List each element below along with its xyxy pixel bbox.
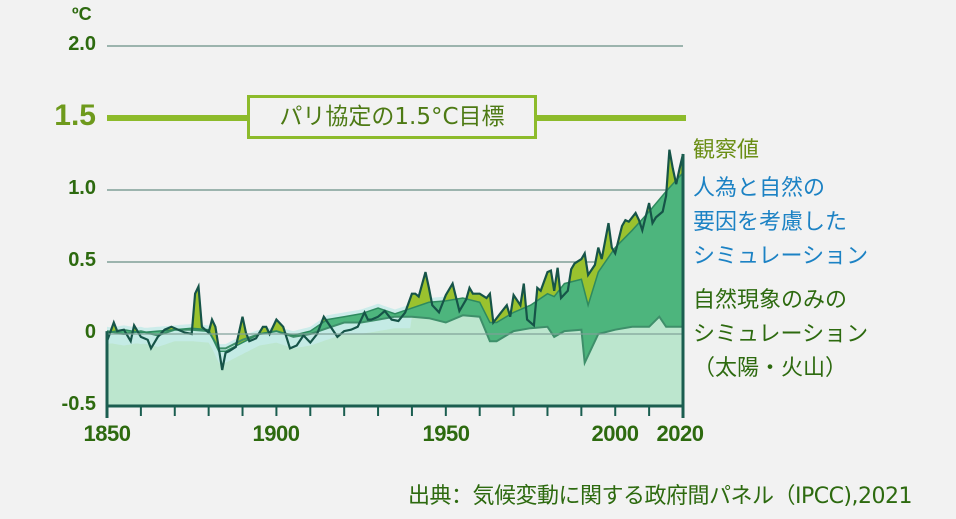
y-tick-label-minus-0-5: -0.5	[61, 393, 96, 415]
y-tick-label-2-0: 2.0	[68, 33, 96, 55]
y-tick-label-0: 0	[84, 321, 96, 343]
x-tick-label-1850: 1850	[83, 421, 131, 446]
legend-natural-only-simulation: 自然現象のみの シミュレーション （太陽・火山）	[693, 288, 869, 381]
y-tick-label-0-5: 0.5	[68, 249, 96, 271]
y-tick-label-1-5: 1.5	[54, 99, 96, 132]
x-tick-label-2020: 2020	[656, 421, 704, 446]
human-natural-area	[107, 172, 683, 363]
observed-line	[105, 149, 685, 371]
legend-observed: 観察値	[693, 138, 760, 163]
source-citation: 出典：気候変動に関する政府間パネル（IPCC),2021	[407, 484, 913, 509]
human-natural-line	[106, 172, 684, 353]
legend-human-natural-simulation: 人為と自然の 要因を考慮した シミュレーション	[693, 176, 869, 269]
x-tick-label-2000: 2000	[591, 421, 639, 446]
y-tick-label-1-0: 1.0	[68, 177, 96, 199]
paris-agreement-target-label: パリ協定の1.5°C目標	[247, 95, 537, 139]
y-axis-unit: ºC	[72, 4, 92, 24]
x-tick-label-1950: 1950	[422, 421, 470, 446]
gridlines	[107, 45, 686, 263]
axes	[105, 154, 685, 418]
x-tick-label-1900: 1900	[252, 421, 300, 446]
data-areas	[105, 149, 685, 406]
